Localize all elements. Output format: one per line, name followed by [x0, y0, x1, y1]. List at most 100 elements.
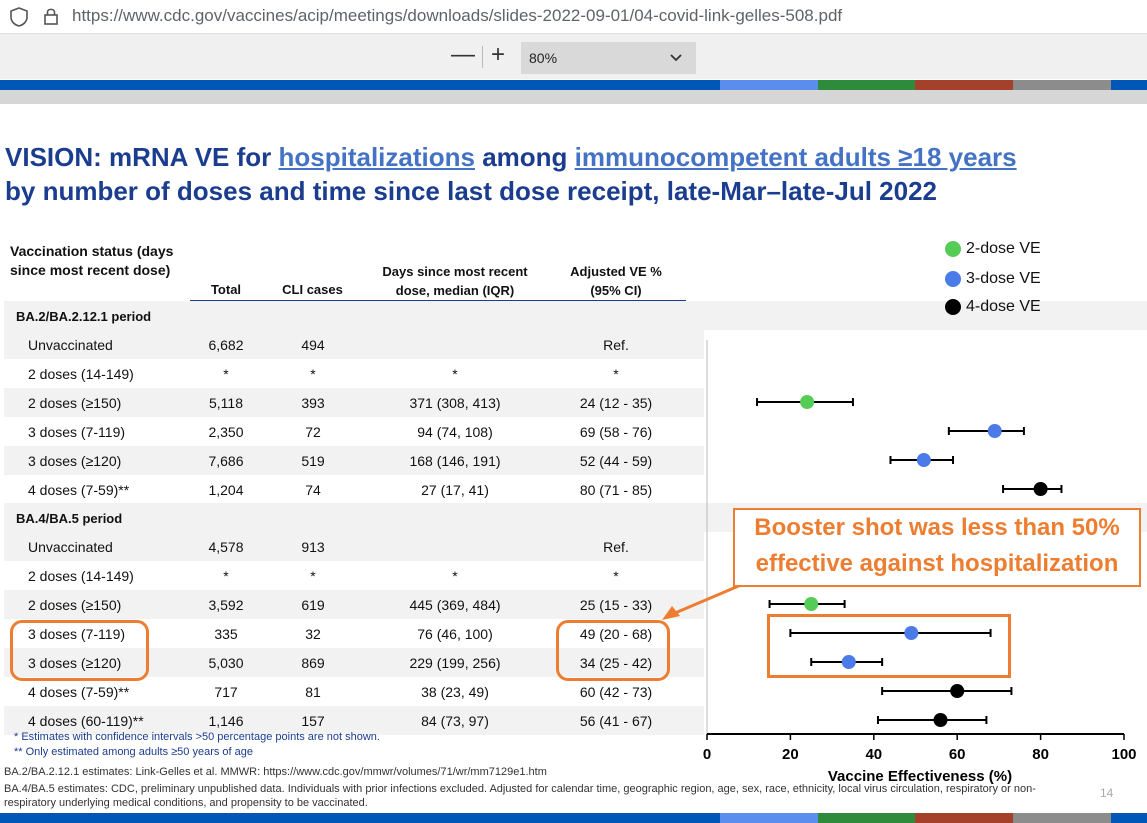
- header-rule: [190, 300, 686, 301]
- toolbar-divider: [482, 46, 483, 68]
- shield-icon[interactable]: [8, 6, 30, 28]
- slide-band-gray: [1013, 80, 1111, 90]
- cell-cli: 32: [305, 626, 321, 642]
- cell-days: 76 (46, 100): [417, 626, 493, 642]
- zoom-in-button[interactable]: +: [490, 41, 505, 68]
- cell-total: 335: [214, 626, 238, 642]
- cell-total: 6,682: [208, 337, 244, 353]
- footnote-1: * Estimates with confidence intervals >5…: [14, 731, 380, 743]
- x-axis-label: Vaccine Effectiveness (%): [828, 768, 1012, 785]
- cell-total: 1,146: [208, 713, 244, 729]
- highlight-rect-points: [767, 614, 1011, 678]
- cell-total: *: [223, 568, 229, 584]
- cell-status: 3 doses (≥120): [28, 655, 122, 671]
- table-row-bg: [4, 330, 704, 359]
- cell-days: 27 (17, 41): [421, 482, 489, 498]
- cell-total: 717: [214, 684, 238, 700]
- legend-marker: [945, 271, 961, 287]
- cell-status: 2 doses (≥150): [28, 395, 122, 411]
- legend-marker: [945, 241, 961, 257]
- section-ba2: BA.2/BA.2.12.1 period: [16, 309, 152, 324]
- title-link-hospitalizations[interactable]: hospitalizations: [278, 142, 475, 172]
- slide-gap: [0, 90, 1147, 104]
- cell-days: 168 (146, 191): [409, 453, 501, 469]
- header-total: Total: [210, 282, 242, 297]
- section-ba4: BA.4/BA.5 period: [16, 511, 123, 526]
- bottom-band-blue-end: [1111, 813, 1147, 823]
- cell-ve: 56 (41 - 67): [579, 713, 653, 729]
- cell-cli: *: [310, 568, 316, 584]
- cell-cli: 72: [305, 424, 321, 440]
- annotation-line2: effective against hospitalization: [755, 550, 1119, 577]
- cell-cli: 81: [305, 684, 321, 700]
- cell-status: Unvaccinated: [28, 337, 113, 353]
- header-cli: CLI cases: [282, 282, 343, 297]
- slide-band-green: [818, 80, 915, 90]
- x-tick-label: 0: [703, 746, 711, 763]
- cell-cli: 619: [301, 597, 325, 613]
- ve-point: [950, 684, 965, 698]
- zoom-out-button[interactable]: —: [451, 41, 475, 68]
- url-text[interactable]: https://www.cdc.gov/vaccines/acip/meetin…: [72, 6, 843, 25]
- ve-point: [1033, 482, 1048, 496]
- cell-days: 371 (308, 413): [409, 395, 501, 411]
- lock-icon[interactable]: [40, 5, 62, 27]
- footnote-2: ** Only estimated among adults ≥50 years…: [14, 746, 254, 758]
- x-tick-label: 80: [1032, 746, 1049, 763]
- source-2: BA.4/BA.5 estimates: CDC, preliminary un…: [4, 783, 1036, 795]
- zoom-select[interactable]: 80%: [521, 42, 696, 74]
- title-link-immunocompetent[interactable]: immunocompetent adults ≥18 years: [574, 142, 1017, 172]
- ve-point: [804, 597, 819, 611]
- cell-total: *: [223, 366, 229, 382]
- cell-days: 38 (23, 49): [421, 684, 489, 700]
- url-bar[interactable]: https://www.cdc.gov/vaccines/acip/meetin…: [0, 0, 1147, 34]
- legend-label-4dose: 4-dose VE: [966, 298, 1041, 315]
- annotation-arrow-head: [662, 606, 680, 620]
- cell-cli: 913: [301, 539, 325, 555]
- highlight-oval-status: [10, 620, 149, 681]
- cell-days: 445 (369, 484): [409, 597, 501, 613]
- bottom-band-red: [915, 813, 1013, 823]
- pdf-toolbar: — + 80%: [0, 34, 1147, 79]
- source-1: BA.2/BA.2.12.1 estimates: Link-Gelles et…: [4, 766, 547, 778]
- cell-status: 4 doses (7-59)**: [28, 482, 130, 498]
- ve-point: [800, 395, 815, 409]
- cell-status: 2 doses (14-149): [28, 366, 134, 382]
- cell-status: Unvaccinated: [28, 539, 113, 555]
- cell-days: 229 (199, 256): [409, 655, 501, 671]
- table-row-bg: [4, 532, 704, 561]
- page-number: 14: [1100, 786, 1114, 800]
- slide-band-light-blue: [720, 80, 818, 90]
- cell-status: 3 doses (7-119): [28, 626, 126, 642]
- cell-days: 84 (73, 97): [421, 713, 489, 729]
- annotation-line1: Booster shot was less than 50%: [754, 514, 1120, 541]
- table-row-bg: [4, 706, 704, 735]
- cell-total: 5,030: [208, 655, 244, 671]
- zoom-value: 80%: [529, 50, 558, 66]
- bottom-band-light-blue: [720, 813, 818, 823]
- slide-band-blue: [0, 80, 720, 90]
- cell-status: 2 doses (≥150): [28, 597, 122, 613]
- cell-cli: 157: [301, 713, 325, 729]
- cell-cli: *: [310, 366, 316, 382]
- source-3: respiratory underlying medical condition…: [4, 797, 368, 809]
- cell-total: 2,350: [208, 424, 244, 440]
- table-row-bg: [4, 446, 704, 475]
- table-row-bg: [4, 590, 704, 619]
- cell-cli: 519: [301, 453, 325, 469]
- bottom-band-green: [818, 813, 915, 823]
- table-row-bg: [4, 648, 704, 677]
- cell-ve: Ref.: [603, 539, 629, 555]
- highlight-oval-ve: [556, 620, 670, 681]
- x-tick-label: 60: [949, 746, 966, 763]
- cell-total: 7,686: [208, 453, 244, 469]
- cell-status: 4 doses (60-119)**: [28, 713, 144, 729]
- annotation-box: Booster shot was less than 50% effective…: [733, 508, 1141, 587]
- cell-cli: 393: [301, 395, 325, 411]
- cell-total: 4,578: [208, 539, 244, 555]
- cell-status: 3 doses (≥120): [28, 453, 122, 469]
- slide-title-line1: VISION: mRNA VE for hospitalizations amo…: [5, 142, 1017, 173]
- cell-days: 94 (74, 108): [417, 424, 493, 440]
- cell-ve: 24 (12 - 35): [579, 395, 653, 411]
- legend-label-3dose: 3-dose VE: [966, 270, 1041, 287]
